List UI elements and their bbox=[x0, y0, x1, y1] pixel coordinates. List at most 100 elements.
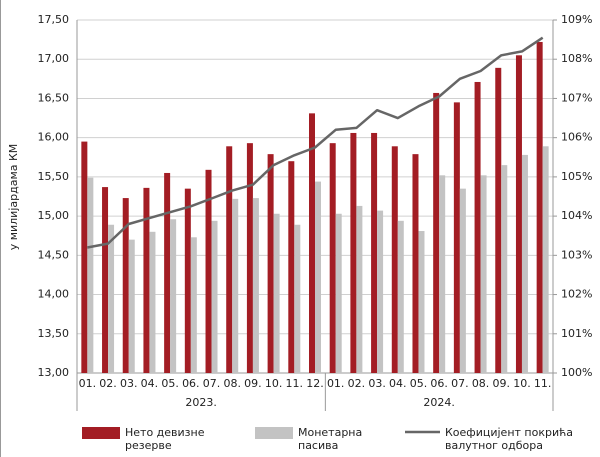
y2-tick-label: 108% bbox=[561, 52, 592, 65]
y-axis-label: у милијардама КМ bbox=[7, 144, 20, 251]
bar bbox=[515, 55, 522, 374]
x-tick-label: 11. bbox=[534, 377, 552, 390]
x-tick-label: 05. bbox=[410, 377, 428, 390]
bar bbox=[190, 237, 197, 373]
group-label: 2024. bbox=[423, 396, 455, 409]
y-tick-label: 15,00 bbox=[38, 209, 70, 222]
x-tick-label: 08. bbox=[223, 377, 241, 390]
bar bbox=[211, 220, 218, 373]
bar bbox=[232, 198, 239, 373]
bar bbox=[521, 154, 528, 373]
x-tick-label: 06. bbox=[182, 377, 200, 390]
bar bbox=[335, 213, 342, 373]
bar bbox=[474, 81, 481, 374]
y2-tick-label: 106% bbox=[561, 131, 592, 144]
x-tick-label: 03. bbox=[120, 377, 138, 390]
bar bbox=[542, 146, 549, 373]
y2-tick-label: 104% bbox=[561, 209, 592, 222]
bar bbox=[205, 169, 212, 373]
y-tick-label: 16,00 bbox=[38, 131, 70, 144]
x-tick-label: 02. bbox=[348, 377, 366, 390]
bar bbox=[288, 161, 295, 373]
x-tick-label: 03. bbox=[368, 377, 386, 390]
bar bbox=[226, 146, 233, 373]
bar bbox=[397, 220, 404, 373]
y-tick-label: 17,00 bbox=[38, 52, 70, 65]
y2-tick-label: 109% bbox=[561, 13, 592, 26]
y-tick-label: 13,50 bbox=[38, 327, 70, 340]
bar bbox=[108, 224, 115, 373]
legend-label: Монетарна пасива bbox=[298, 426, 363, 452]
x-tick-label: 09. bbox=[493, 377, 511, 390]
bar bbox=[252, 198, 259, 373]
group-label: 2023. bbox=[185, 396, 217, 409]
x-tick-label: 08. bbox=[472, 377, 490, 390]
bar bbox=[184, 188, 191, 373]
x-tick-label: 09. bbox=[244, 377, 262, 390]
bar bbox=[329, 143, 336, 373]
bar bbox=[480, 175, 487, 373]
y2-tick-label: 100% bbox=[561, 366, 592, 379]
x-tick-label: 01. bbox=[327, 377, 345, 390]
y-tick-label: 15,50 bbox=[38, 170, 70, 183]
y-tick-label: 14,50 bbox=[38, 248, 70, 261]
bar bbox=[315, 181, 321, 373]
bar bbox=[350, 132, 357, 373]
x-tick-label: 07. bbox=[203, 377, 221, 390]
bar bbox=[149, 231, 156, 373]
bar bbox=[143, 187, 150, 373]
x-tick-label: 01. bbox=[79, 377, 97, 390]
legend-swatch bbox=[82, 427, 120, 439]
y-tick-label: 16,50 bbox=[38, 91, 70, 104]
x-tick-label: 02. bbox=[99, 377, 117, 390]
bar bbox=[309, 113, 315, 374]
line bbox=[87, 36, 544, 249]
x-tick-label: 06. bbox=[430, 377, 448, 390]
x-tick-label: 11. bbox=[286, 377, 304, 390]
y2-tick-label: 102% bbox=[561, 288, 592, 301]
bar bbox=[87, 177, 94, 373]
bar bbox=[391, 146, 398, 373]
bar bbox=[170, 219, 177, 373]
bar bbox=[164, 172, 171, 373]
legend-label: Коефицијент покрића валутног одбора bbox=[445, 426, 574, 452]
x-tick-label: 05. bbox=[161, 377, 179, 390]
x-tick-label: 10. bbox=[265, 377, 283, 390]
x-tick-label: 10. bbox=[513, 377, 531, 390]
bar bbox=[439, 175, 446, 373]
y2-tick-label: 103% bbox=[561, 248, 592, 261]
bar bbox=[128, 239, 135, 373]
bar bbox=[418, 231, 425, 373]
bar bbox=[501, 165, 508, 373]
y-tick-label: 14,00 bbox=[38, 288, 70, 301]
bar bbox=[356, 205, 363, 373]
y-tick-label: 13,00 bbox=[38, 366, 70, 379]
y2-tick-label: 105% bbox=[561, 170, 592, 183]
bar bbox=[459, 188, 466, 373]
x-tick-label: 07. bbox=[451, 377, 469, 390]
x-tick-label: 04. bbox=[141, 377, 159, 390]
bar bbox=[267, 154, 274, 373]
y2-tick-label: 107% bbox=[561, 91, 592, 104]
bar bbox=[371, 132, 378, 373]
legend-swatch bbox=[255, 427, 293, 439]
x-tick-label: 04. bbox=[389, 377, 407, 390]
bar bbox=[412, 154, 419, 373]
bar bbox=[273, 213, 280, 373]
bar bbox=[433, 92, 440, 373]
bar bbox=[246, 143, 253, 373]
legend-label: Нето девизне резерве bbox=[125, 426, 205, 452]
y-tick-label: 17,50 bbox=[38, 13, 70, 26]
x-tick-label: 12. bbox=[306, 377, 324, 390]
y2-tick-label: 101% bbox=[561, 327, 592, 340]
bar bbox=[495, 67, 502, 374]
bar bbox=[294, 224, 301, 373]
bar bbox=[102, 187, 109, 373]
bar bbox=[377, 210, 384, 373]
bar bbox=[536, 41, 543, 373]
bar bbox=[122, 198, 129, 373]
bar bbox=[81, 141, 88, 373]
bar bbox=[453, 102, 460, 373]
